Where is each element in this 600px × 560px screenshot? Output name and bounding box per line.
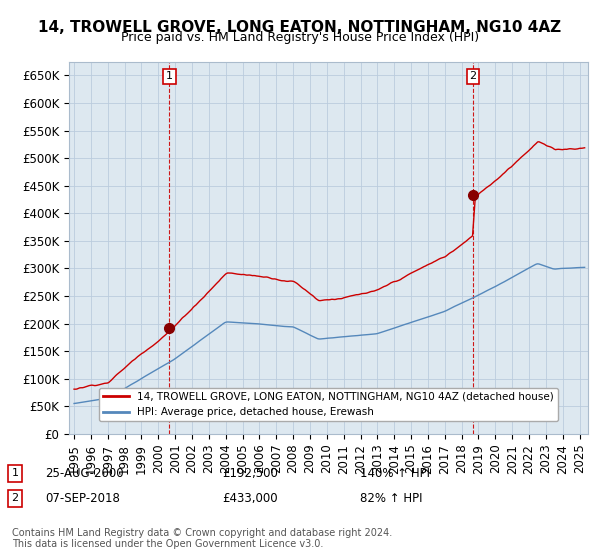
- Text: £192,500: £192,500: [222, 466, 278, 480]
- Text: 2: 2: [11, 493, 19, 503]
- Text: 07-SEP-2018: 07-SEP-2018: [45, 492, 120, 505]
- Text: Contains HM Land Registry data © Crown copyright and database right 2024.
This d: Contains HM Land Registry data © Crown c…: [12, 528, 392, 549]
- Text: £433,000: £433,000: [222, 492, 278, 505]
- Text: 14, TROWELL GROVE, LONG EATON, NOTTINGHAM, NG10 4AZ: 14, TROWELL GROVE, LONG EATON, NOTTINGHA…: [38, 20, 562, 35]
- Text: 82% ↑ HPI: 82% ↑ HPI: [360, 492, 422, 505]
- Text: 1: 1: [166, 72, 173, 82]
- Text: 2: 2: [470, 72, 476, 82]
- Text: 1: 1: [11, 468, 19, 478]
- Text: 25-AUG-2000: 25-AUG-2000: [45, 466, 124, 480]
- Text: 140% ↑ HPI: 140% ↑ HPI: [360, 466, 430, 480]
- Text: Price paid vs. HM Land Registry's House Price Index (HPI): Price paid vs. HM Land Registry's House …: [121, 31, 479, 44]
- Legend: 14, TROWELL GROVE, LONG EATON, NOTTINGHAM, NG10 4AZ (detached house), HPI: Avera: 14, TROWELL GROVE, LONG EATON, NOTTINGHA…: [99, 388, 558, 421]
